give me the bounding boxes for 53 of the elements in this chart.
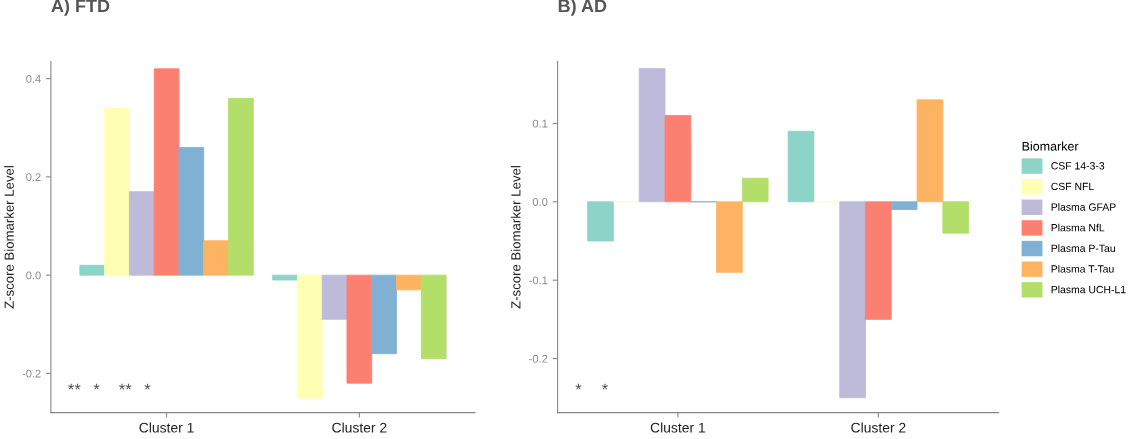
- legend-title: Biomarker: [1022, 141, 1079, 151]
- y-tick-label: -0.2: [529, 354, 548, 363]
- bar: [104, 107, 130, 276]
- annotation: *: [93, 383, 100, 390]
- bar: [787, 130, 815, 203]
- bar: [346, 274, 373, 384]
- bar: [79, 264, 106, 276]
- legend-label: CSF 14-3-3: [1051, 162, 1105, 170]
- bar: [587, 201, 614, 242]
- bar: [296, 274, 323, 399]
- y-tick-label: -0.2: [22, 369, 41, 378]
- bar: [839, 201, 866, 399]
- annotation: *: [601, 383, 608, 390]
- bar: [128, 191, 155, 276]
- annotation: **: [119, 383, 132, 390]
- y-tick-label: -0.1: [529, 276, 548, 285]
- annotation: **: [68, 383, 81, 390]
- y-axis-title: Z-score Biomarker Level: [510, 166, 521, 309]
- legend-label: Plasma NfL: [1051, 223, 1105, 232]
- x-tick-label: Cluster 2: [332, 422, 387, 433]
- bar: [178, 147, 205, 276]
- bar: [228, 97, 254, 276]
- bar: [664, 115, 692, 203]
- legend-label: Plasma T-Tau: [1051, 264, 1114, 273]
- bar: [942, 201, 970, 234]
- bar: [865, 201, 892, 320]
- x-tick-label: Cluster 1: [139, 422, 194, 433]
- bar: [741, 177, 769, 203]
- legend-label: Plasma GFAP: [1051, 203, 1116, 211]
- y-tick-label: 0.1: [532, 119, 548, 128]
- bar: [321, 274, 348, 320]
- y-tick-label: 0.0: [26, 271, 41, 280]
- bar: [890, 201, 918, 211]
- bar: [371, 274, 397, 355]
- annotation: *: [575, 383, 582, 390]
- legend-label: Plasma UCH-L1: [1051, 285, 1126, 294]
- legend-label: CSF NFL: [1051, 182, 1094, 191]
- bar: [420, 274, 447, 360]
- bar: [638, 68, 666, 203]
- bar: [153, 68, 180, 276]
- bar: [916, 99, 944, 203]
- legend-label: Plasma P-Tau: [1051, 244, 1115, 252]
- bar: [396, 274, 422, 291]
- x-tick-label: Cluster 2: [851, 422, 906, 433]
- y-tick-label: 0.0: [532, 198, 548, 206]
- y-axis-title: Z-score Biomarker Level: [4, 166, 14, 309]
- y-tick-label: 0.2: [26, 173, 41, 182]
- x-tick-label: Cluster 1: [650, 422, 705, 433]
- annotation: *: [144, 383, 151, 390]
- bar: [716, 201, 743, 273]
- bar: [203, 240, 229, 276]
- y-tick-label: 0.4: [26, 74, 41, 83]
- bar: [272, 274, 298, 281]
